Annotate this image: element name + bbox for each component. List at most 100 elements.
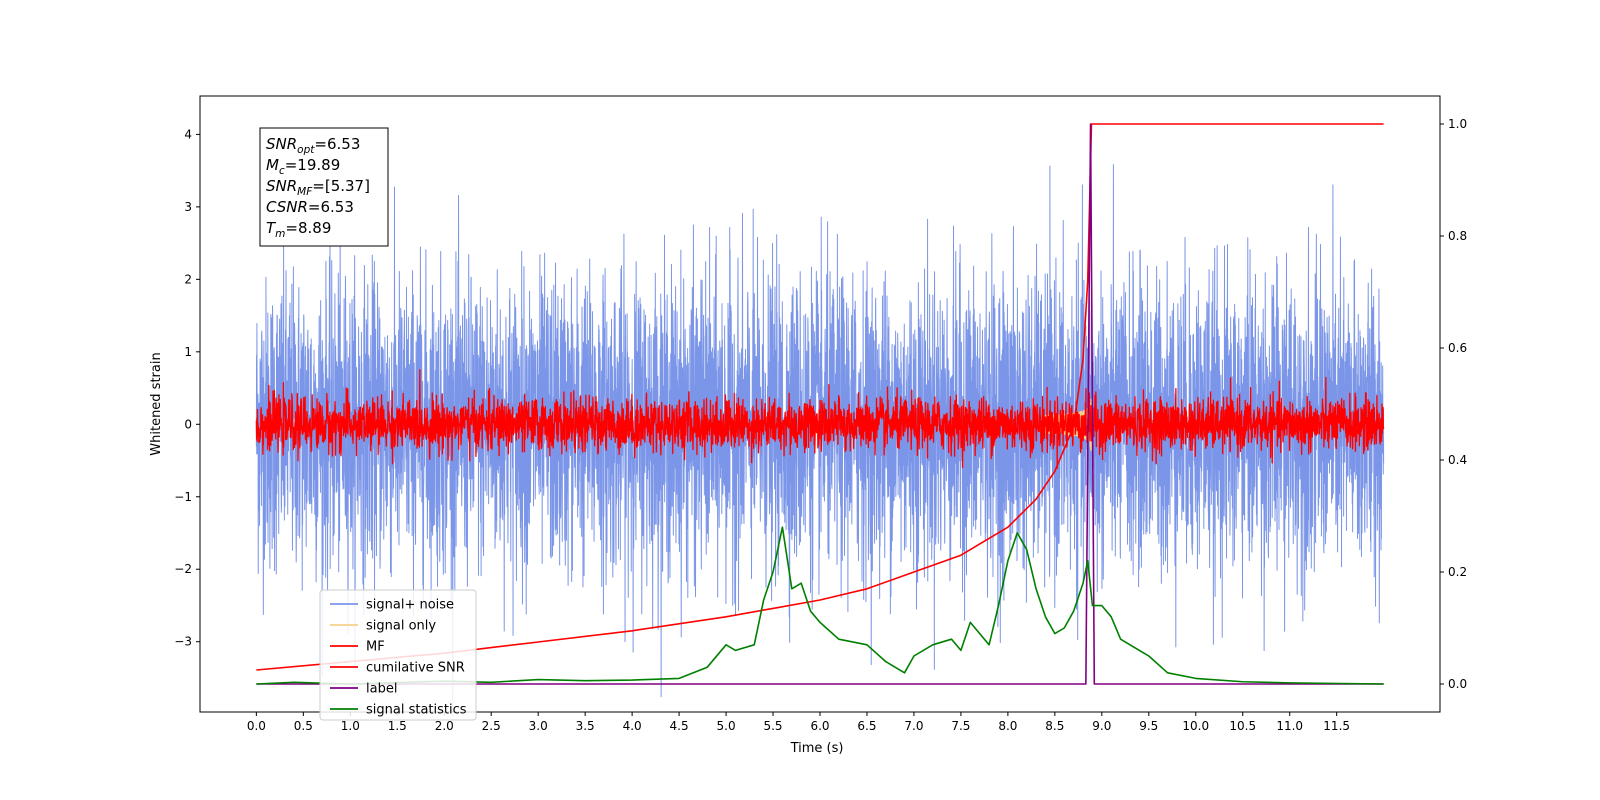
x-tick: 10.0	[1182, 712, 1209, 733]
legend-item-mf: MF	[330, 640, 385, 655]
x-tick: 8.5	[1045, 712, 1064, 733]
y-tick: −3	[174, 635, 200, 649]
y-tick-label: 3	[184, 200, 192, 214]
x-tick: 6.0	[810, 712, 830, 733]
x-tick: 7.5	[951, 712, 970, 733]
x-tick: 3.0	[529, 712, 548, 733]
series-cumilative-snr	[256, 123, 1384, 671]
x-tick-label: 4.5	[670, 719, 689, 733]
x-tick-label: 11.0	[1276, 719, 1303, 733]
x-tick: 4.0	[623, 712, 642, 733]
x-tick-label: 1.5	[388, 719, 407, 733]
x-tick: 8.0	[998, 712, 1017, 733]
x-tick: 11.5	[1323, 712, 1350, 733]
info-line: Tm=8.89	[266, 219, 331, 240]
y2-tick-label: 0.0	[1448, 677, 1467, 691]
x-tick: 0.0	[247, 712, 266, 733]
x-tick: 11.0	[1276, 712, 1303, 733]
x-tick-label: 5.0	[717, 719, 736, 733]
legend-item-signal-only: signal only	[330, 619, 436, 634]
legend: signal+ noise signal only MF cumilative SNR…	[319, 589, 477, 721]
x-tick: 10.5	[1229, 712, 1256, 733]
x-tick-label: 10.0	[1182, 719, 1209, 733]
x-tick-label: 3.0	[529, 719, 548, 733]
info-line: CSNR=6.53	[266, 198, 354, 216]
x-axis-label: Time (s)	[790, 741, 844, 756]
info-box: SNRopt=6.53Mc=19.89SNRMF=[5.37]CSNR=6.53…	[259, 127, 389, 247]
x-tick-label: 8.5	[1045, 719, 1064, 733]
x-tick: 5.5	[763, 712, 783, 733]
y-tick-label: −1	[174, 490, 192, 504]
y-tick-label: 4	[184, 127, 192, 141]
info-line: SNRMF=[5.37]	[266, 177, 370, 198]
legend-label: signal+ noise	[366, 598, 454, 613]
x-tick: 5.0	[717, 712, 736, 733]
y-axis-label: Whitened strain	[149, 352, 164, 455]
x-tick-label: 6.5	[857, 719, 876, 733]
x-tick-label: 2.5	[482, 719, 501, 733]
y-axis-left: −3 −2 −1 0 1 2 3 4	[174, 127, 200, 649]
legend-item-signal-statistics: signal statistics	[330, 703, 467, 718]
legend-item-label: label	[330, 682, 397, 697]
y2-tick-label: 0.2	[1448, 565, 1467, 579]
y-tick: 4	[184, 127, 200, 141]
x-tick-label: 9.5	[1139, 719, 1158, 733]
y2-tick-label: 0.4	[1448, 453, 1467, 467]
x-tick-label: 1.0	[341, 719, 360, 733]
y2-tick: 0.4	[1440, 453, 1467, 467]
x-tick-label: 8.0	[998, 719, 1017, 733]
x-axis: 0.0 0.5 1.0 1.5 2.0 2.5 3.0 3.5 4.0 4.5 5.0 5.5 6.0 6…	[247, 712, 1350, 733]
x-tick: 2.5	[482, 712, 501, 733]
info-line: SNRopt=6.53	[266, 135, 360, 156]
x-tick: 9.0	[1092, 712, 1111, 733]
y2-tick-label: 1.0	[1448, 117, 1467, 131]
y2-tick-label: 0.8	[1448, 229, 1467, 243]
y-tick: 1	[184, 345, 200, 359]
x-tick-label: 0.0	[247, 719, 266, 733]
y-tick: 0	[184, 417, 200, 431]
y2-tick: 0.8	[1440, 229, 1467, 243]
y-tick: 3	[184, 200, 200, 214]
x-tick: 3.5	[576, 712, 595, 733]
legend-label: signal statistics	[366, 703, 467, 718]
x-tick-label: 0.5	[294, 719, 313, 733]
x-tick-label: 3.5	[576, 719, 595, 733]
legend-item-signal-noise: signal+ noise	[330, 598, 454, 613]
y-tick: 2	[184, 272, 200, 286]
series-signal-statistics	[256, 526, 1384, 685]
legend-label: signal only	[366, 619, 436, 634]
legend-label: cumilative SNR	[366, 661, 465, 676]
y-tick-label: 1	[184, 345, 192, 359]
y2-tick: 1.0	[1440, 117, 1467, 131]
series-layer	[255, 123, 1385, 717]
x-tick: 0.5	[294, 712, 313, 733]
x-tick-label: 7.0	[904, 719, 923, 733]
x-tick: 7.0	[904, 712, 923, 733]
x-tick: 6.5	[857, 712, 877, 733]
x-tick-label: 5.5	[763, 719, 782, 733]
x-tick-label: 9.0	[1092, 719, 1111, 733]
y-tick-label: 2	[184, 272, 192, 286]
x-tick: 4.5	[670, 712, 689, 733]
legend-label: label	[366, 682, 397, 697]
series-mf	[255, 369, 1385, 470]
x-tick-label: 10.5	[1229, 719, 1256, 733]
x-tick: 9.5	[1139, 712, 1158, 733]
y2-tick: 0.6	[1440, 341, 1467, 355]
y-tick-label: −3	[174, 635, 192, 649]
x-tick-label: 7.5	[951, 719, 970, 733]
y-tick-label: 0	[184, 417, 192, 431]
x-tick-label: 4.0	[623, 719, 642, 733]
legend-label: MF	[366, 640, 385, 655]
y-axis-right: 0.0 0.2 0.4 0.6 0.8 1.0	[1440, 117, 1467, 691]
x-tick-label: 6.0	[810, 719, 829, 733]
y-tick: −2	[174, 562, 200, 576]
y2-tick: 0.0	[1440, 677, 1467, 691]
info-line: Mc=19.89	[266, 156, 340, 177]
legend-item-cumilative-snr: cumilative SNR	[330, 661, 465, 676]
series-label	[256, 123, 1384, 685]
x-tick-label: 11.5	[1323, 719, 1350, 733]
y2-tick: 0.2	[1440, 565, 1467, 579]
y-tick-label: −2	[174, 562, 192, 576]
